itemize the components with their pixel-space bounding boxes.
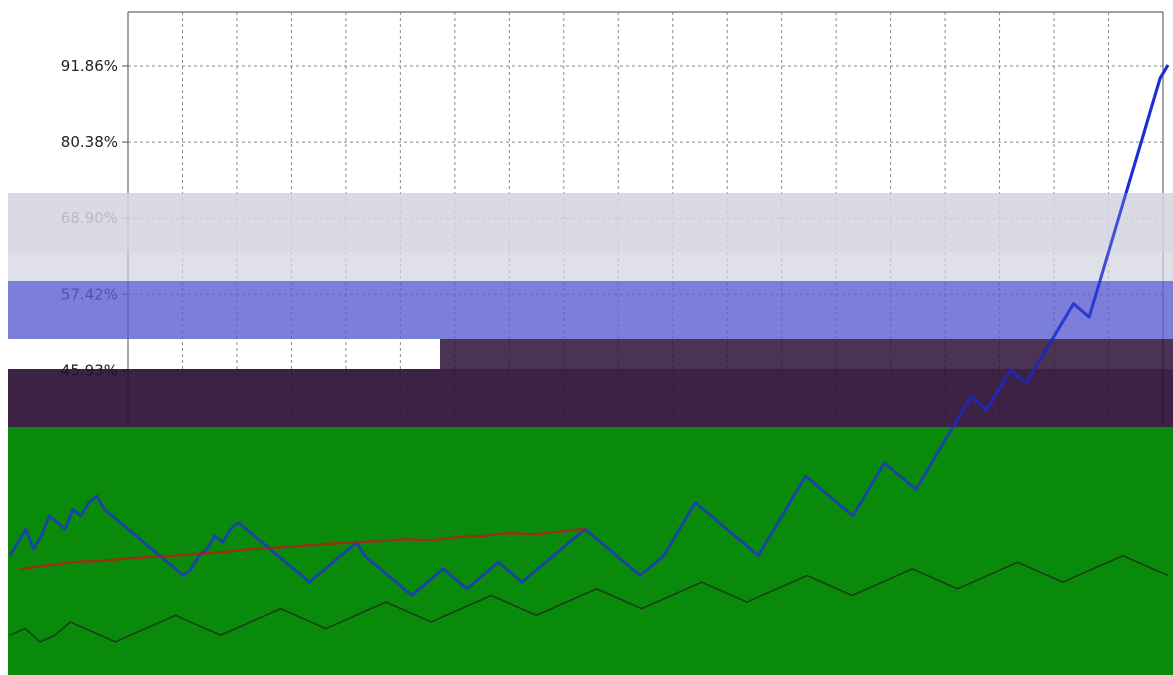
- y-tick-label: 91.86%: [61, 57, 118, 75]
- render-artifact-bands: [8, 64, 1173, 675]
- artifact-band: [8, 253, 1173, 281]
- artifact-band: [8, 281, 1173, 339]
- artifact-band: [8, 193, 1173, 253]
- series-line-overlay-3: [9, 554, 1169, 643]
- y-tick-label: 80.38%: [61, 133, 118, 151]
- series-line-overlay-2: [19, 527, 586, 571]
- artifact-band: [440, 339, 1173, 369]
- artifact-band: [8, 369, 1173, 427]
- artifact-band: [8, 427, 1173, 675]
